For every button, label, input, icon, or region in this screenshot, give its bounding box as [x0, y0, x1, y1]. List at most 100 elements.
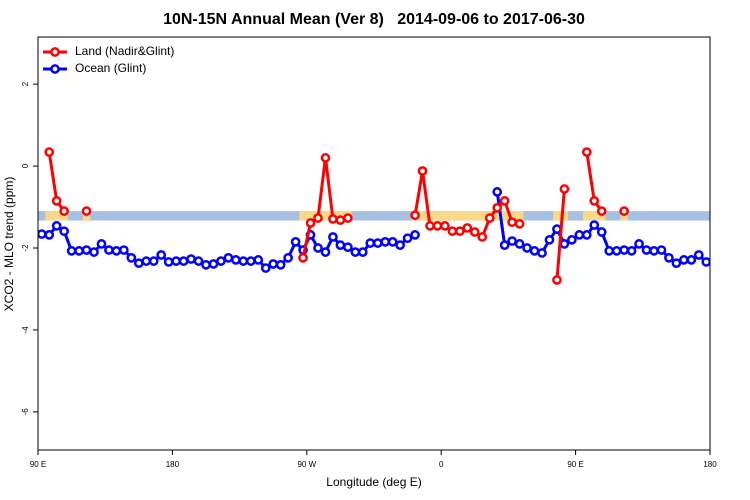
series-point — [343, 213, 353, 223]
legend-label: Land (Nadir&Glint) — [75, 44, 174, 58]
series-point — [589, 220, 600, 230]
legend-marker — [50, 47, 60, 57]
series-point — [395, 240, 405, 250]
x-tick-label: 0 — [439, 460, 444, 469]
series-point — [492, 203, 503, 213]
series-point — [686, 255, 697, 265]
series-point — [320, 153, 331, 163]
y-tick-label: 2 — [21, 81, 30, 86]
series-point — [156, 250, 167, 260]
land-band-segment — [426, 211, 434, 221]
series-point — [581, 147, 592, 157]
land-band-segment — [418, 211, 427, 221]
series-point — [141, 256, 152, 266]
series-point — [38, 229, 47, 239]
series-point — [96, 239, 107, 249]
land-band-segment — [299, 211, 307, 221]
land-band-segment — [52, 211, 61, 221]
series-point — [201, 259, 211, 270]
series-point — [313, 243, 323, 253]
series-point — [447, 226, 458, 237]
series-point — [81, 206, 92, 216]
land-band-segment — [448, 211, 457, 221]
series-point — [119, 245, 129, 255]
land-band-segment — [456, 211, 464, 221]
series-point — [290, 237, 301, 247]
series-point — [417, 166, 428, 176]
series-point — [641, 245, 652, 255]
land-band-segment — [553, 211, 561, 221]
series-point — [462, 223, 473, 233]
y-axis-label: XCO2 - MLO trend (ppm) — [2, 177, 16, 312]
land-band-segment — [433, 211, 442, 221]
series-point — [305, 218, 316, 228]
series-point — [208, 259, 219, 269]
land-band-segment — [478, 211, 486, 221]
series-point — [589, 196, 600, 206]
series-point — [44, 147, 55, 157]
series-point — [432, 221, 443, 231]
series-point — [335, 215, 346, 225]
land-band-segment — [45, 211, 53, 221]
series-point — [81, 245, 92, 255]
series-point — [245, 256, 256, 266]
y-tick-label: 0 — [21, 163, 30, 168]
series-point — [425, 221, 435, 231]
series-point — [410, 210, 420, 221]
series-point — [343, 242, 353, 253]
series-point — [216, 256, 226, 266]
series-point — [133, 258, 144, 269]
x-axis-label: Longitude (deg E) — [326, 475, 421, 489]
land-band-segment — [515, 211, 524, 221]
series-point — [231, 255, 241, 265]
series-point — [440, 221, 450, 231]
series-point — [484, 213, 495, 223]
series-point — [529, 246, 540, 256]
series-point — [596, 206, 607, 216]
series-point — [574, 230, 585, 240]
series-point — [372, 238, 383, 248]
series-point — [552, 224, 562, 235]
series-point — [455, 226, 465, 237]
series-point — [380, 237, 391, 247]
series-point — [507, 236, 517, 246]
series-point — [559, 239, 570, 249]
plot-frame — [37, 36, 711, 451]
series-point — [320, 247, 331, 257]
series-point — [701, 257, 710, 267]
plot-area — [38, 149, 710, 284]
x-tick-label: 180 — [703, 460, 717, 469]
series-point — [469, 227, 480, 237]
series-point — [268, 259, 279, 269]
x-tick-label: 90 E — [567, 460, 583, 469]
series-point — [104, 245, 114, 255]
chart-title: 10N-15N Annual Mean (Ver 8) 2014-09-06 t… — [163, 11, 585, 28]
series-point — [656, 245, 667, 255]
series-point — [649, 246, 659, 256]
series-point — [51, 221, 62, 231]
series-point — [402, 233, 413, 244]
y-tick-label: -2 — [21, 244, 30, 252]
series-point — [604, 246, 615, 256]
series-point — [522, 243, 532, 253]
series-point — [693, 250, 704, 260]
land-band-segment — [590, 211, 598, 221]
series-point — [275, 259, 286, 270]
land-band-segment — [500, 211, 509, 221]
land-band-segment — [583, 211, 591, 221]
legend-marker — [50, 64, 60, 74]
series-point — [477, 232, 488, 242]
series-point — [126, 252, 137, 263]
series-point — [148, 256, 159, 266]
series-point — [350, 247, 361, 257]
land-band-segment — [441, 211, 449, 221]
series-point — [619, 206, 629, 216]
series-point — [634, 239, 644, 249]
land-band-segment — [306, 211, 315, 221]
land-band-segment — [560, 211, 569, 221]
series-line — [41, 191, 708, 270]
series-point — [567, 234, 577, 245]
series-point — [559, 184, 570, 194]
